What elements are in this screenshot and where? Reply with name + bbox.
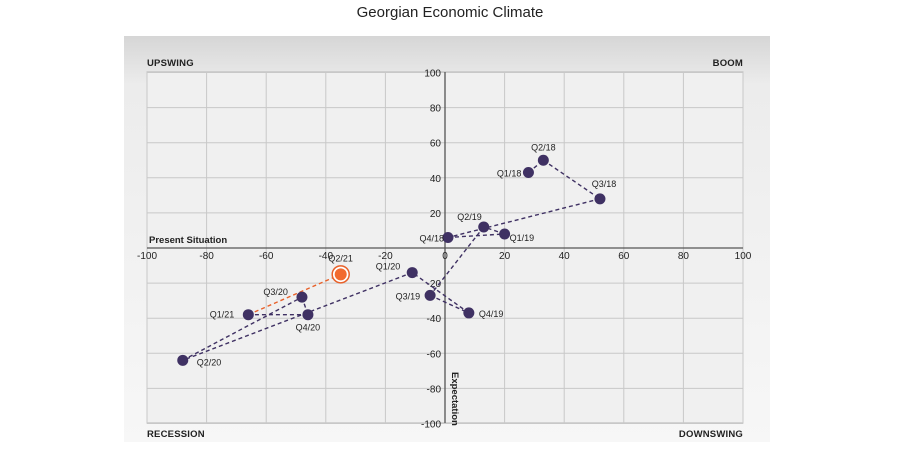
series-connector [429, 226, 485, 296]
y-tick-label: -80 [427, 384, 442, 395]
y-tick-label: -20 [427, 279, 442, 290]
series-connector [182, 271, 413, 361]
point-label: Q1/19 [510, 233, 535, 243]
point-label: Q1/18 [497, 169, 522, 179]
x-tick-label: -80 [199, 251, 214, 262]
point-label: Q4/19 [479, 309, 504, 319]
y-tick-label: -100 [421, 420, 441, 431]
point-label: Q1/21 [210, 310, 235, 320]
x-tick-label: 40 [559, 251, 571, 262]
x-tick-label: -40 [319, 251, 334, 262]
x-tick-label: 60 [618, 251, 630, 262]
point-label: Q3/18 [592, 179, 617, 189]
point-label: Q2/18 [531, 142, 556, 152]
y-tick-label: 100 [424, 69, 441, 80]
data-point [296, 291, 308, 303]
data-point [442, 231, 454, 243]
data-point [242, 309, 254, 321]
series-connector [411, 272, 470, 314]
data-point [302, 309, 314, 321]
highlight-connector [248, 273, 341, 316]
data-point [478, 221, 490, 233]
data-point [499, 228, 511, 240]
point-label: Q4/20 [296, 323, 321, 333]
quadrant-label-boom: BOOM [713, 58, 743, 69]
y-tick-label: -60 [427, 349, 442, 360]
series-connector [447, 198, 601, 239]
point-label: Q1/20 [376, 262, 401, 272]
y-tick-label: 40 [430, 174, 442, 185]
data-point [594, 193, 606, 205]
data-point [177, 354, 189, 366]
x-tick-label: 80 [678, 251, 690, 262]
point-label: Q3/20 [263, 287, 288, 297]
x-tick-label: 100 [735, 251, 752, 262]
data-point [463, 307, 475, 319]
y-axis-label: Expectation [449, 372, 460, 426]
data-point [406, 267, 418, 279]
data-point [537, 154, 549, 166]
y-tick-label: 80 [430, 104, 442, 115]
highlight-point [334, 268, 347, 281]
series-connector [447, 233, 505, 239]
y-tick-label: -40 [427, 314, 442, 325]
point-label: Q2/20 [197, 357, 222, 367]
y-tick-label: 60 [430, 139, 442, 150]
chart-title: Georgian Economic Climate [356, 4, 544, 21]
x-tick-label: -20 [378, 251, 393, 262]
data-point [522, 167, 534, 179]
x-axis-label: Present Situation [149, 235, 227, 246]
point-label: Q3/19 [396, 291, 421, 301]
quadrant-label-recession: RECESSION [147, 429, 205, 440]
point-label: Q2/19 [457, 212, 482, 222]
point-label: Q4/18 [419, 233, 444, 243]
x-tick-label: 0 [442, 251, 448, 262]
quadrant-label-upswing: UPSWING [147, 58, 194, 69]
x-tick-label: -60 [259, 251, 274, 262]
series-connector [429, 294, 470, 314]
series-connector [182, 296, 303, 361]
quadrant-label-downswing: DOWNSWING [679, 429, 743, 440]
point-label: Q2/21 [328, 253, 353, 263]
series-connector [542, 159, 601, 200]
x-tick-label: -100 [137, 251, 157, 262]
data-point [424, 289, 436, 301]
y-tick-label: 20 [430, 209, 442, 220]
x-tick-label: 20 [499, 251, 511, 262]
